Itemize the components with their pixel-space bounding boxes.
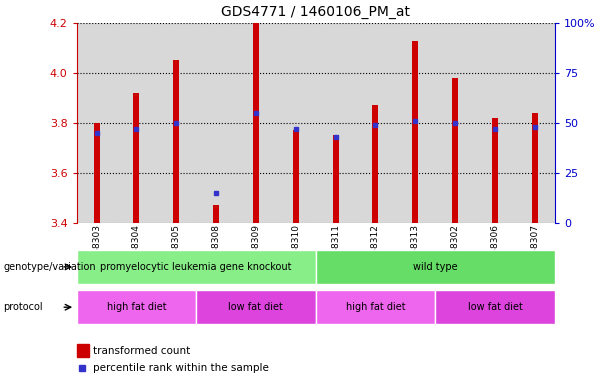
Bar — [236, 23, 276, 223]
Bar — [492, 118, 498, 223]
Bar — [435, 23, 475, 223]
Text: low fat diet: low fat diet — [229, 302, 283, 312]
Bar — [213, 205, 219, 223]
Bar — [435, 290, 555, 324]
Bar — [356, 23, 395, 223]
Text: promyelocytic leukemia gene knockout: promyelocytic leukemia gene knockout — [101, 262, 292, 272]
Bar — [373, 106, 378, 223]
Text: low fat diet: low fat diet — [468, 302, 522, 312]
Text: genotype/variation: genotype/variation — [3, 262, 96, 272]
Bar — [77, 290, 196, 324]
Bar — [77, 250, 316, 284]
Bar — [475, 23, 515, 223]
Text: transformed count: transformed count — [93, 346, 191, 356]
Bar — [515, 23, 555, 223]
Bar — [196, 23, 236, 223]
Bar — [316, 23, 356, 223]
Bar — [333, 136, 338, 223]
Bar — [77, 344, 89, 357]
Bar — [94, 123, 99, 223]
Bar — [134, 93, 139, 223]
Text: protocol: protocol — [3, 302, 43, 312]
Bar — [395, 23, 435, 223]
Bar — [253, 23, 259, 223]
Bar — [413, 41, 418, 223]
Text: percentile rank within the sample: percentile rank within the sample — [93, 362, 269, 373]
Title: GDS4771 / 1460106_PM_at: GDS4771 / 1460106_PM_at — [221, 5, 410, 19]
Bar — [173, 61, 179, 223]
Bar — [316, 290, 435, 324]
Bar — [116, 23, 156, 223]
Bar — [196, 290, 316, 324]
Bar — [77, 23, 116, 223]
Bar — [316, 250, 555, 284]
Text: high fat diet: high fat diet — [346, 302, 405, 312]
Bar — [532, 113, 538, 223]
Text: wild type: wild type — [413, 262, 457, 272]
Text: high fat diet: high fat diet — [107, 302, 166, 312]
Bar — [452, 78, 458, 223]
Bar — [276, 23, 316, 223]
Bar — [293, 131, 299, 223]
Bar — [156, 23, 196, 223]
